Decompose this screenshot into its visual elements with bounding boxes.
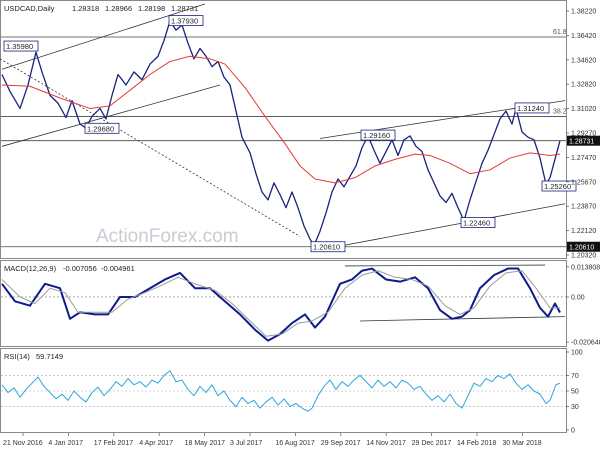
price-y-axis: 1.38220 1.36420 1.34620 1.32820 1.31020 1.292… [566,9,600,260]
annotation-label-4: 1.29160 [363,131,390,140]
macd-panel: MACD(12,26,9) -0.007056 -0.004961 0.0138… [0,260,600,347]
price-y-tick-7: 1.25670 [571,179,596,186]
rsi-y-axis: 100 70 50 30 0 [566,350,583,435]
moving-average-line [1,55,561,184]
price-y-tick-4: 1.31020 [571,106,596,113]
macd-trend-lines [344,264,566,322]
watermark: ActionForex.com [96,226,239,247]
x-tick-1: 4 Jan 2017 [48,440,83,447]
last-price-label: 1.28731 [569,139,594,146]
annotation-box-2 [84,122,120,134]
price-y-tick-2: 1.34620 [571,57,596,64]
macd-header-value-2: -0.004961 [101,264,135,273]
price-header-open: 1.28318 [72,4,99,13]
rsi-y-tick-0: 100 [571,350,583,357]
annotation-box-6 [514,102,550,114]
rsi-y-tick-4: 0 [571,428,575,435]
price-y-tick-3: 1.32820 [571,82,596,89]
x-tick-11: 30 Mar 2018 [502,440,541,447]
rsi-panel: RSI(14) 59.7149 100 70 50 30 0 [0,348,583,435]
x-tick-7: 29 Sep 2017 [321,440,361,447]
annotation-label-5: 1.22460 [463,219,490,228]
channel-line-0 [1,3,206,70]
x-tick-3: 4 Apr 2017 [139,440,173,447]
annotation-label-7: 1.25260 [544,182,571,191]
x-tick-0: 21 Nov 2016 [3,440,43,447]
price-header-symbol: USDCAD,Daily [4,4,55,13]
price-y-tick-0: 1.38220 [571,9,596,16]
macd-trend-line-1 [359,316,566,322]
annotation-box-7 [541,180,577,192]
price-levels: 61.8 38.2 [1,29,567,248]
price-y-tick-10: 1.20320 [571,253,596,260]
x-tick-2: 17 Feb 2017 [94,440,133,447]
channel-line-1 [1,84,221,147]
fib-label-0: 61.8 [553,29,567,36]
annotation-label-2: 1.29680 [87,124,114,133]
x-tick-4: 18 May 2017 [185,440,226,447]
annotation-label-0: 1.37930 [171,17,198,26]
rsi-header-value: 59.7149 [36,352,63,361]
annotation-box-4 [360,129,396,141]
macd-series [1,267,561,342]
fib-label-1: 38.2 [553,109,567,116]
rsi-y-tick-1: 70 [571,373,579,380]
price-y-tick-6: 1.27470 [571,155,596,162]
macd-signal-line [1,270,560,337]
low-mark-badge [567,241,600,252]
low-mark-label: 1.20610 [569,245,594,252]
price-y-tick-9: 1.22120 [571,228,596,235]
macd-y-tick-0: 0.013808 [571,264,600,271]
x-axis: 21 Nov 2016 4 Jan 2017 17 Feb 2017 4 Apr 20… [3,433,542,447]
x-tick-5: 3 Jul 2017 [230,440,262,447]
annotation-label-6: 1.31240 [517,104,544,113]
price-header-close: 1.28731 [171,4,198,13]
macd-header-name: MACD(12,26,9) [4,264,57,273]
price-series [1,20,561,247]
macd-header-value-1: -0.007056 [63,264,97,273]
rsi-header-name: RSI(14) [4,352,30,361]
price-header-low: 1.28198 [138,4,165,13]
annotation-label-1: 1.35980 [6,42,33,51]
annotation-box-5 [460,217,496,228]
annotation-box-0 [168,15,204,26]
x-tick-8: 14 Nov 2017 [366,440,406,447]
x-tick-9: 29 Dec 2017 [412,440,452,447]
price-y-tick-5: 1.29270 [571,131,596,138]
price-header-high: 1.28966 [105,4,132,13]
price-line [1,20,561,247]
last-price-badge [567,135,600,146]
price-panel: USDCAD,Daily 1.28318 1.28966 1.28198 1.2… [0,0,600,260]
x-tick-6: 16 Aug 2017 [275,440,314,447]
annotation-label-3: 1.20610 [313,243,340,252]
price-y-tick-1: 1.36420 [571,33,596,40]
price-y-tick-8: 1.23870 [571,204,596,211]
rsi-series [1,370,561,412]
rsi-y-tick-2: 50 [571,389,579,396]
rsi-panel-frame [0,348,567,433]
rsi-line [1,370,561,412]
macd-y-tick-2: -0.020648 [571,340,600,347]
macd-y-axis: 0.013808 0.00 -0.020648 [566,264,600,347]
rsi-y-tick-3: 30 [571,404,579,411]
price-annotations: 1.37930 1.35980 1.29680 1.20610 1.29160 1.224… [3,15,577,253]
channel-line-4 [314,203,566,252]
macd-trend-line-0 [344,264,546,267]
x-tick-10: 14 Feb 2018 [457,440,496,447]
macd-y-tick-1: 0.00 [571,294,585,301]
annotation-box-1 [3,40,39,52]
annotation-box-3 [310,241,346,253]
